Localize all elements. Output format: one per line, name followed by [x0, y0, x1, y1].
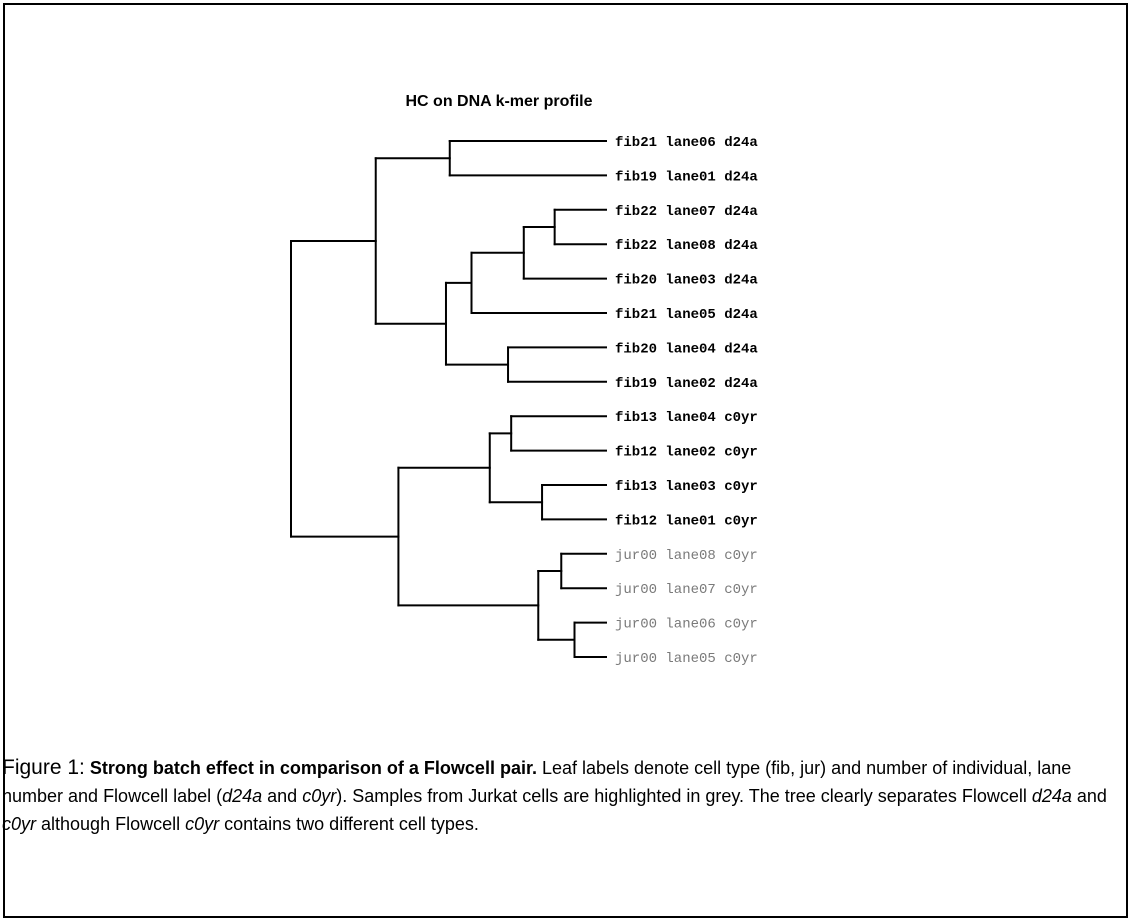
caption-flowcell-4: c0yr [2, 814, 36, 834]
leaf-label: fib19 lane01 d24a [615, 169, 758, 185]
leaf-label: fib21 lane06 d24a [615, 135, 758, 151]
leaf-label: fib22 lane08 d24a [615, 238, 758, 254]
caption-flowcell-3: d24a [1032, 786, 1072, 806]
caption-bold: Strong batch effect in comparison of a F… [90, 758, 537, 778]
figure-caption: Figure 1: Strong batch effect in compari… [2, 754, 1127, 838]
leaf-label: jur00 lane07 c0yr [615, 582, 758, 598]
caption-flowcell-5: c0yr [185, 814, 219, 834]
caption-flowcell-1: d24a [222, 786, 262, 806]
caption-text-3: ). Samples from Jurkat cells are highlig… [336, 786, 1032, 806]
caption-label: Figure 1: [2, 756, 85, 779]
leaf-label: fib12 lane01 c0yr [615, 513, 758, 529]
caption-text-4: and [1072, 786, 1107, 806]
leaf-label: fib12 lane02 c0yr [615, 445, 758, 461]
dendrogram-leaves: fib21 lane06 d24a fib19 lane01 d24a fib22 … [615, 135, 758, 667]
leaf-label: jur00 lane06 c0yr [615, 617, 758, 633]
leaf-label: jur00 lane05 c0yr [615, 651, 758, 667]
figure-title: HC on DNA k-mer profile [406, 93, 593, 110]
leaf-label: jur00 lane08 c0yr [615, 548, 758, 564]
leaf-label: fib19 lane02 d24a [615, 376, 758, 392]
caption-flowcell-2: c0yr [302, 786, 336, 806]
leaf-label: fib13 lane03 c0yr [615, 479, 758, 495]
caption-text-6: contains two different cell types. [219, 814, 479, 834]
leaf-label: fib20 lane04 d24a [615, 341, 758, 357]
caption-text-5: although Flowcell [36, 814, 185, 834]
leaf-label: fib22 lane07 d24a [615, 204, 758, 220]
leaf-label: fib20 lane03 d24a [615, 273, 758, 289]
dendrogram: HC on DNA k-mer profile fib21 lane06 d24… [5, 5, 1126, 745]
caption-text-2: and [262, 786, 302, 806]
leaf-label: fib13 lane04 c0yr [615, 410, 758, 426]
leaf-label: fib21 lane05 d24a [615, 307, 758, 323]
dendrogram-branches [291, 141, 606, 657]
